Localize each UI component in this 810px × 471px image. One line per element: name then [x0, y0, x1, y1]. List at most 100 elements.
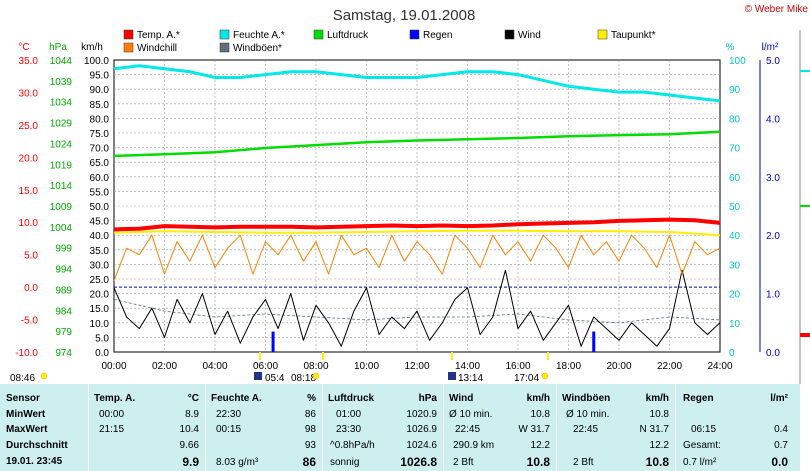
hum-tick-label: 10 [729, 319, 741, 330]
hum-tick-label: 90 [729, 85, 741, 96]
gust-avg10-value: 10.8 [649, 409, 669, 420]
rain-bar [271, 331, 275, 352]
legend-swatch [409, 29, 420, 40]
time-tick-label: 20:00 [606, 361, 631, 372]
time-tick-label: 22:00 [657, 361, 682, 372]
temp-tick-label: -5.0 [21, 316, 39, 327]
wind-max-value: W 31.7 [518, 424, 550, 435]
wind-tick-label: 35.0 [90, 246, 110, 257]
press-min-value: 1020.9 [406, 409, 437, 420]
press-forecast: sonnig [330, 457, 360, 468]
temp-tick-label: -10.0 [15, 348, 38, 359]
copyright-text: © Weber Mike [745, 4, 809, 15]
gust-max-time: 22:45 [573, 424, 599, 435]
hdr-hum-unit: % [307, 393, 316, 404]
rain-tick-label: 2.0 [766, 231, 780, 242]
rain-tick-label: 4.0 [766, 114, 780, 125]
hdr-sensor: Sensor [6, 393, 40, 404]
temp-tick-label: 15.0 [19, 186, 39, 197]
gust-avg-value: 12.2 [649, 440, 669, 451]
temp-min-value: 8.9 [185, 409, 199, 420]
gust-max-value: N 31.7 [639, 424, 669, 435]
press-now-value: 1026.8 [400, 455, 437, 469]
wind-run: 290.9 km [453, 440, 495, 451]
moon-icon [254, 372, 262, 380]
legend-label: Luftdruck [327, 30, 369, 41]
row-max-label: MaxWert [6, 424, 48, 435]
legend-swatch [313, 29, 324, 40]
wind-tick-label: 25.0 [90, 275, 110, 286]
weather-chart: Samstag, 19.01.2008 © Weber Mike Temp. A… [10, 4, 810, 384]
stats-col-gust: Windböen km/h Ø 10 min. 10.8 22:45 N 31.… [557, 384, 676, 471]
wind-tick-label: 30.0 [90, 260, 110, 271]
stats-col-rain: Regen l/m² 06:15 0.4 Gesamt: 0.7 0.7 l/m… [676, 384, 794, 471]
stats-col-sensor: Sensor MinWert MaxWert Durchschnitt 19.0… [0, 384, 89, 471]
stats-table: Sensor MinWert MaxWert Durchschnitt 19.0… [0, 384, 800, 471]
press-tick-label: 1009 [50, 202, 73, 213]
legend-label: Wind [518, 30, 541, 41]
hum-avg-value: 93 [304, 440, 316, 451]
series-line-windchill [113, 234, 721, 281]
series-line-windben [113, 299, 721, 324]
wind-tick-label: 90.0 [90, 85, 110, 96]
temp-min-time: 00:00 [99, 409, 125, 420]
hum-max-value: 98 [304, 424, 316, 435]
legend-label: Temp. A.* [137, 30, 180, 41]
grid [114, 60, 720, 352]
wind-tick-label: 40.0 [90, 231, 110, 242]
wind-tick-label: 60.0 [90, 173, 110, 184]
gust-bft: 2 Bft [573, 457, 594, 468]
wind-tick-label: 75.0 [90, 129, 110, 140]
press-tick-label: 1014 [50, 181, 73, 192]
sun-moon-time: 08:46 [10, 373, 35, 384]
wind-tick-label: 0.0 [95, 348, 109, 359]
series-line-luftdruck [113, 130, 721, 158]
legend-label: Taupunkt* [611, 30, 656, 41]
wind-tick-label: 100.0 [84, 56, 109, 67]
stats-col-wind: Wind km/h Ø 10 min. 10.8 22:45 W 31.7 29… [444, 384, 557, 471]
press-unit-label: hPa [49, 42, 67, 53]
hdr-rain-unit: l/m² [770, 393, 788, 404]
row-min-label: MinWert [6, 409, 46, 420]
rain-max-value: 0.4 [774, 424, 788, 435]
press-tick-label: 1019 [50, 160, 73, 171]
press-tick-label: 989 [55, 285, 72, 296]
temp-now-value: 9.9 [182, 455, 199, 469]
stats-col-hum: Feuchte A. % 22:30 86 00:15 98 93 8.03 g… [206, 384, 323, 471]
right-edge-artifacts [799, 30, 810, 384]
legend-label: Regen [423, 30, 452, 41]
wind-tick-label: 65.0 [90, 158, 110, 169]
wind-tick-label: 45.0 [90, 217, 110, 228]
press-tick-label: 1004 [50, 223, 73, 234]
hdr-press: Luftdruck [328, 393, 375, 404]
legend-label: Feuchte A.* [233, 30, 285, 41]
press-trend: ^0.8hPa/h [330, 440, 375, 451]
hum-tick-label: 80 [729, 114, 741, 125]
row-avg-label: Durchschnitt [6, 440, 68, 451]
time-tick-label: 02:00 [152, 361, 177, 372]
press-tick-label: 999 [55, 244, 72, 255]
time-tick-label: 00:00 [101, 361, 126, 372]
wind-avg10-label: Ø 10 min. [449, 409, 493, 420]
press-tick-label: 994 [55, 265, 72, 276]
time-tick-label: 04:00 [202, 361, 227, 372]
hum-min-value: 86 [304, 409, 316, 420]
wind-unit-label: km/h [81, 42, 103, 53]
gust-now-value: 10.8 [645, 455, 669, 469]
sun-icon [312, 372, 320, 380]
press-tick-label: 984 [55, 306, 72, 317]
wind-max-time: 22:45 [455, 424, 481, 435]
sun-moon-time: 08:18 [291, 373, 316, 384]
series-group [113, 64, 721, 352]
press-tick-label: 1024 [50, 139, 73, 150]
moon-icon [448, 372, 456, 380]
sun-moon-time: 05:4 [265, 373, 285, 384]
time-tick-label: 06:00 [253, 361, 278, 372]
legend-label: Windböen* [233, 43, 282, 54]
rain-bar [592, 331, 596, 352]
press-tick-label: 1029 [50, 119, 73, 130]
temp-tick-label: 30.0 [19, 88, 39, 99]
hum-tick-label: 100 [729, 56, 746, 67]
sun-moon-markers: 08:46 05:4 08:18 13:14 17:04 [10, 352, 549, 384]
press-avg-value: 1024.6 [406, 440, 437, 451]
